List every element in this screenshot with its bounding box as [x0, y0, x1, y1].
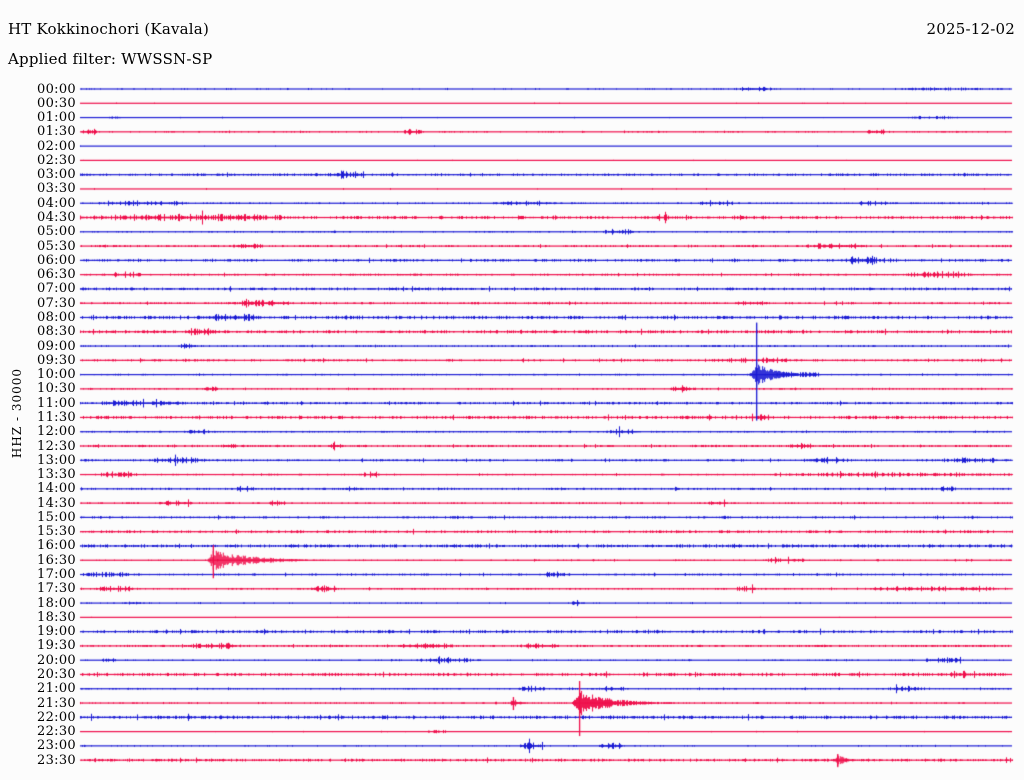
time-label: 13:30 — [37, 467, 76, 483]
time-label: 03:30 — [37, 181, 76, 197]
time-label: 02:30 — [37, 152, 76, 168]
time-label: 15:00 — [37, 509, 76, 525]
time-label: 20:30 — [37, 666, 76, 682]
time-label: 21:00 — [37, 681, 76, 697]
time-label: 00:30 — [37, 95, 76, 111]
time-label: 03:00 — [37, 167, 76, 183]
time-label: 17:00 — [37, 567, 76, 583]
time-label: 01:00 — [37, 110, 76, 126]
time-label: 05:00 — [37, 224, 76, 240]
time-label: 06:30 — [37, 267, 76, 283]
time-label: 22:00 — [37, 709, 76, 725]
time-label: 11:30 — [37, 409, 76, 425]
station-title: HT Kokkinochori (Kavala) — [8, 20, 209, 38]
time-label: 23:00 — [37, 738, 76, 754]
time-label: 08:00 — [37, 309, 76, 325]
time-label: 02:00 — [37, 138, 76, 154]
time-label: 10:30 — [37, 381, 76, 397]
time-label: 01:30 — [37, 124, 76, 140]
time-label: 00:00 — [37, 81, 76, 97]
time-label: 07:00 — [37, 281, 76, 297]
time-label: 16:00 — [37, 538, 76, 554]
time-label: 16:30 — [37, 552, 76, 568]
time-label: 08:30 — [37, 324, 76, 340]
time-label: 14:00 — [37, 481, 76, 497]
time-label: 07:30 — [37, 295, 76, 311]
time-label: 15:30 — [37, 524, 76, 540]
time-label: 04:30 — [37, 210, 76, 226]
time-label: 13:00 — [37, 452, 76, 468]
time-label: 23:30 — [37, 752, 76, 768]
time-label: 10:00 — [37, 367, 76, 383]
time-label: 04:00 — [37, 195, 76, 211]
time-label: 12:30 — [37, 438, 76, 454]
time-label: 22:30 — [37, 724, 76, 740]
time-label: 19:30 — [37, 638, 76, 654]
time-label: 17:30 — [37, 581, 76, 597]
time-label: 21:30 — [37, 695, 76, 711]
time-label: 19:00 — [37, 624, 76, 640]
time-label: 09:00 — [37, 338, 76, 354]
time-label: 20:00 — [37, 652, 76, 668]
applied-filter-label: Applied filter: WWSSN-SP — [8, 50, 213, 68]
time-label: 09:30 — [37, 352, 76, 368]
time-label: 14:30 — [37, 495, 76, 511]
time-label: 12:00 — [37, 424, 76, 440]
time-label: 05:30 — [37, 238, 76, 254]
record-date: 2025-12-02 — [926, 20, 1015, 38]
time-label: 11:00 — [37, 395, 76, 411]
time-label: 06:00 — [37, 252, 76, 268]
time-label: 18:30 — [37, 609, 76, 625]
time-label: 18:00 — [37, 595, 76, 611]
